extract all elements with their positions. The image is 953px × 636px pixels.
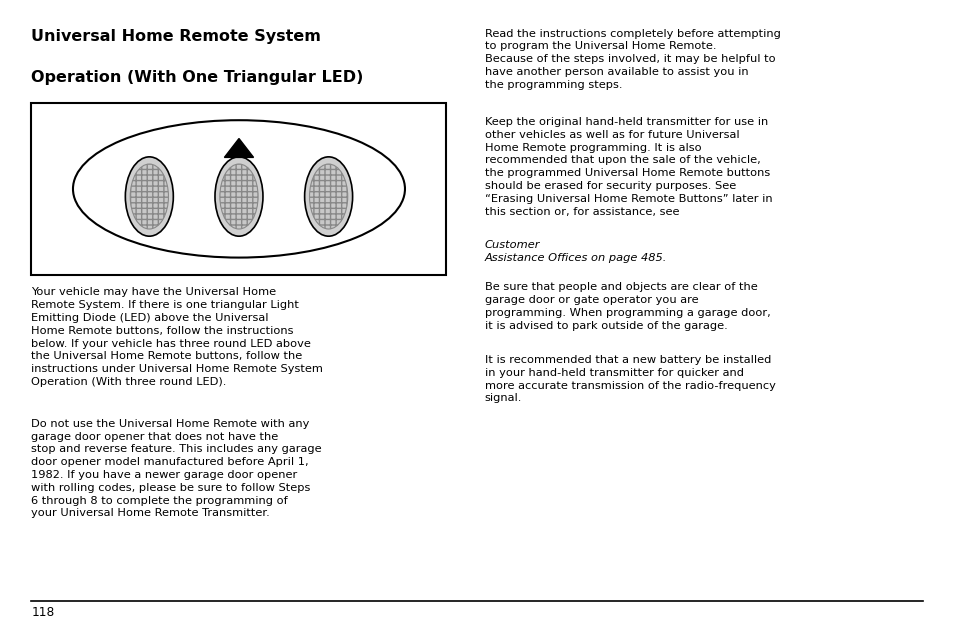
Ellipse shape: [131, 164, 169, 229]
Ellipse shape: [219, 164, 258, 229]
Polygon shape: [224, 139, 253, 158]
Text: 118: 118: [31, 606, 54, 619]
Ellipse shape: [125, 157, 173, 236]
Text: Be sure that people and objects are clear of the
garage door or gate operator yo: Be sure that people and objects are clea…: [484, 282, 770, 331]
Ellipse shape: [72, 120, 404, 258]
Text: Universal Home Remote System: Universal Home Remote System: [31, 29, 321, 44]
Text: Customer
Assistance Offices on page 485.: Customer Assistance Offices on page 485.: [484, 240, 666, 263]
Text: Keep the original hand-held transmitter for use in
other vehicles as well as for: Keep the original hand-held transmitter …: [484, 117, 771, 216]
Text: Do not use the Universal Home Remote with any
garage door opener that does not h: Do not use the Universal Home Remote wit…: [31, 418, 322, 518]
Ellipse shape: [309, 164, 347, 229]
Ellipse shape: [214, 157, 263, 236]
Bar: [31, 103, 446, 275]
Text: Read the instructions completely before attempting
to program the Universal Home: Read the instructions completely before …: [484, 29, 780, 90]
Text: Operation (With One Triangular LED): Operation (With One Triangular LED): [31, 70, 363, 85]
Text: Your vehicle may have the Universal Home
Remote System. If there is one triangul: Your vehicle may have the Universal Home…: [31, 287, 323, 387]
Ellipse shape: [304, 157, 353, 236]
Text: It is recommended that a new battery be installed
in your hand-held transmitter : It is recommended that a new battery be …: [484, 355, 775, 403]
